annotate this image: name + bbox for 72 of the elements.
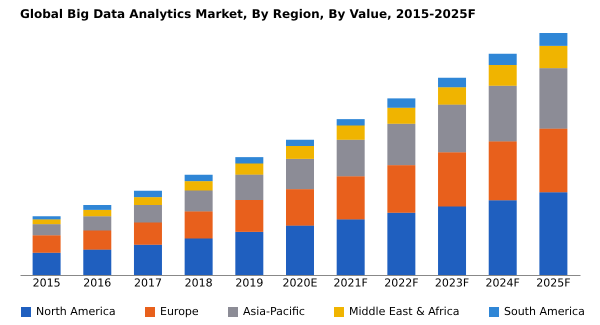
legend-label: Middle East & Africa — [349, 305, 460, 318]
x-tick-label: 2021F — [334, 276, 368, 290]
bar — [235, 163, 264, 175]
bar — [235, 232, 264, 275]
x-tick-label: 2017 — [134, 276, 162, 290]
bar — [539, 128, 568, 192]
bar — [387, 124, 416, 166]
bar — [539, 68, 568, 129]
bar — [387, 165, 416, 213]
bar — [387, 108, 416, 124]
chart-title: Global Big Data Analytics Market, By Region, By Value, 2015-2025F — [20, 7, 476, 21]
x-tick-label: 2016 — [83, 276, 112, 290]
bar — [336, 176, 365, 220]
bar — [32, 224, 61, 236]
legend-label: Asia-Pacific — [243, 305, 305, 318]
bar — [336, 119, 365, 126]
bar — [438, 87, 466, 105]
x-tick-label: 2022F — [384, 276, 419, 290]
bar — [286, 226, 314, 275]
bar — [488, 200, 517, 275]
bar — [134, 244, 162, 275]
bar — [134, 205, 162, 222]
bar — [488, 64, 517, 86]
x-tick-label: 2019 — [235, 276, 264, 290]
bar — [488, 141, 517, 200]
bar — [184, 238, 213, 275]
x-tick-label: 2020E — [282, 276, 318, 290]
bar — [438, 152, 466, 207]
bar — [387, 212, 416, 275]
bar — [438, 78, 466, 88]
bar — [134, 197, 162, 206]
bar — [336, 140, 365, 176]
x-tick-label: 2018 — [184, 276, 213, 290]
bar — [336, 219, 365, 275]
bar — [32, 235, 61, 253]
bar — [438, 206, 466, 275]
bar — [83, 250, 112, 275]
x-tick-label: 2015 — [32, 276, 61, 290]
bar — [387, 98, 416, 108]
bar — [235, 200, 264, 232]
bar — [286, 189, 314, 226]
bar — [83, 205, 112, 210]
bar — [83, 216, 112, 230]
x-tick-label: 2025F — [536, 276, 571, 290]
bar — [184, 174, 213, 182]
x-tick-label: 2023F — [434, 276, 470, 290]
bar — [184, 211, 213, 238]
bar — [32, 216, 61, 220]
bar — [134, 222, 162, 245]
bar — [286, 140, 314, 146]
bar — [336, 125, 365, 140]
bar — [438, 104, 466, 152]
bar — [83, 210, 112, 216]
bar — [184, 181, 213, 191]
legend-label: North America — [36, 305, 116, 318]
bar — [134, 190, 162, 198]
x-tick-label: 2024F — [486, 276, 520, 290]
bar — [539, 46, 568, 68]
bar — [488, 54, 517, 65]
bar — [539, 192, 568, 275]
legend-label: Europe — [160, 305, 199, 318]
bar — [184, 190, 213, 212]
bar — [83, 230, 112, 250]
bar — [286, 158, 314, 190]
bar — [32, 252, 61, 275]
legend-label: South America — [504, 305, 585, 318]
bar — [32, 219, 61, 224]
bar — [539, 33, 568, 46]
bar — [235, 157, 264, 164]
bar — [488, 86, 517, 142]
bar — [235, 174, 264, 200]
bar — [286, 146, 314, 159]
